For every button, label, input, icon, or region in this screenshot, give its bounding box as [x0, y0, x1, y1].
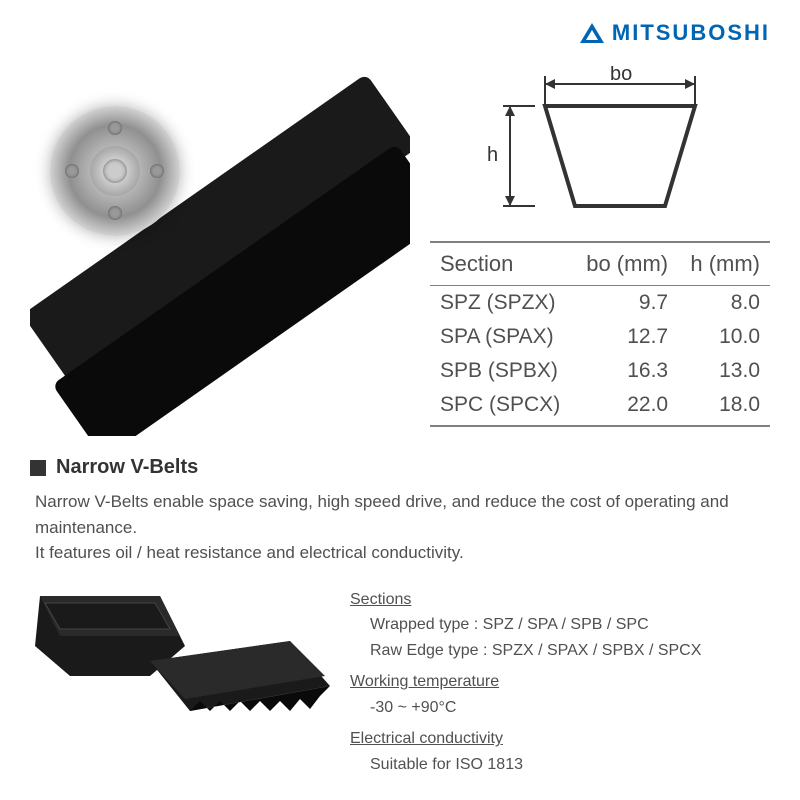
belt-type-images	[30, 581, 330, 751]
spec-temp-value: -30 ~ +90°C	[350, 695, 770, 721]
spec-sections-heading: Sections	[350, 587, 770, 613]
table-row: SPZ (SPZX) 9.7 8.0	[430, 286, 770, 321]
section-title-row: Narrow V-Belts	[30, 456, 770, 479]
description-line: It features oil / heat resistance and el…	[35, 540, 770, 566]
spec-wrapped-type: Wrapped type : SPZ / SPA / SPB / SPC	[350, 612, 770, 638]
spec-elec-value: Suitable for ISO 1813	[350, 752, 770, 778]
header-row: MITSUBOSHI	[30, 20, 770, 46]
col-h: h (mm)	[678, 242, 770, 286]
bo-label: bo	[610, 66, 632, 85]
brand-logo: MITSUBOSHI	[580, 20, 770, 46]
logo-triangle-icon	[580, 23, 604, 43]
col-section: Section	[430, 242, 574, 286]
section-title: Narrow V-Belts	[56, 456, 198, 479]
spec-rawedge-type: Raw Edge type : SPZX / SPAX / SPBX / SPC…	[350, 638, 770, 664]
table-row: SPA (SPAX) 12.7 10.0	[430, 320, 770, 354]
spec-elec-heading: Electrical conductivity	[350, 726, 770, 752]
bottom-section: Sections Wrapped type : SPZ / SPA / SPB …	[30, 581, 770, 778]
table-row: SPB (SPBX) 16.3 13.0	[430, 354, 770, 388]
bolt-icon	[108, 121, 122, 135]
brand-name: MITSUBOSHI	[612, 20, 770, 46]
h-label: h	[487, 144, 498, 166]
cross-section-diagram: bo h	[475, 66, 725, 226]
bolt-icon	[150, 164, 164, 178]
spec-temp-heading: Working temperature	[350, 669, 770, 695]
bolt-icon	[65, 164, 79, 178]
pulley-graphic	[50, 106, 180, 236]
specifications-block: Sections Wrapped type : SPZ / SPA / SPB …	[350, 581, 770, 778]
right-column: bo h Section bo (mm) h (mm)	[430, 56, 770, 436]
dimensions-table: Section bo (mm) h (mm) SPZ (SPZX) 9.7 8.…	[430, 241, 770, 427]
vbelt-profile-svg: bo h	[475, 66, 725, 226]
top-section: bo h Section bo (mm) h (mm)	[30, 56, 770, 436]
product-photo	[30, 56, 410, 436]
col-bo: bo (mm)	[574, 242, 678, 286]
section-marker-icon	[30, 460, 46, 476]
table-header-row: Section bo (mm) h (mm)	[430, 242, 770, 286]
table-row: SPC (SPCX) 22.0 18.0	[430, 388, 770, 426]
raw-edge-belt-icon	[150, 641, 330, 731]
description-block: Narrow V-Belts enable space saving, high…	[30, 489, 770, 566]
bolt-icon	[108, 206, 122, 220]
description-line: Narrow V-Belts enable space saving, high…	[35, 489, 770, 540]
